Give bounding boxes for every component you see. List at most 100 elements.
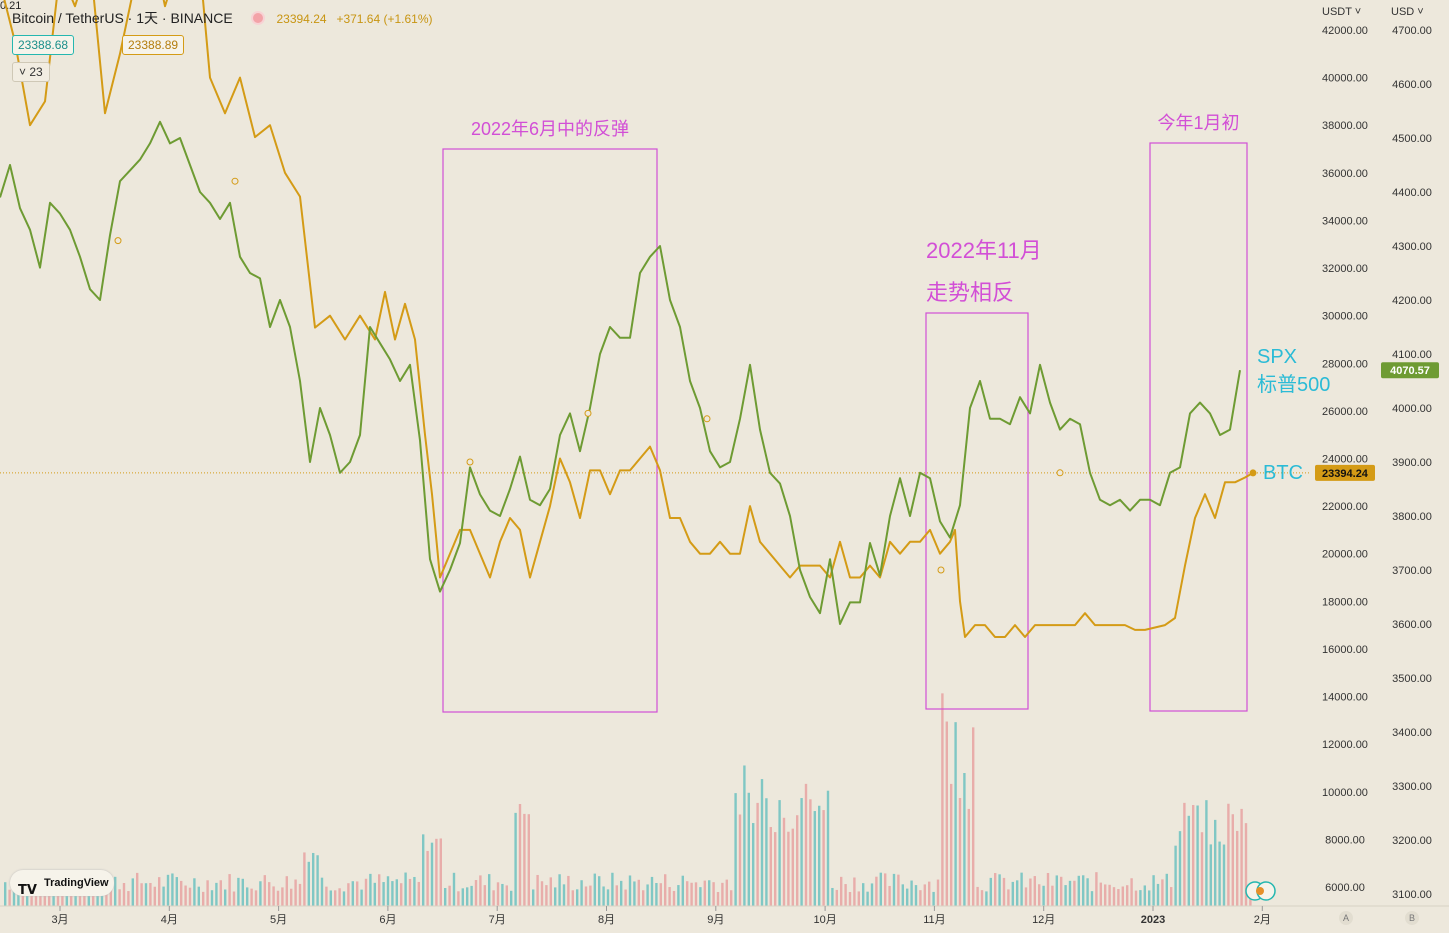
month-tick-label: 10月 [813, 914, 836, 926]
usdt-tick-label: 36000.00 [1322, 168, 1368, 180]
volume-bar [1156, 883, 1160, 906]
annotation-box[interactable] [1149, 142, 1248, 712]
spx-price-tag [1381, 362, 1439, 379]
indicators-toggle[interactable]: ˅ 23 [12, 62, 50, 82]
volume-bar [589, 885, 592, 906]
usd-tick-label: 3300.00 [1392, 781, 1432, 793]
symbol-header[interactable]: Bitcoin / TetherUS · 1天 · BINANCE 23394.… [12, 8, 433, 28]
volume-bar [1073, 880, 1076, 906]
spx-label: SPX [1257, 346, 1297, 368]
volume-bar [320, 877, 324, 906]
volume-bar [910, 880, 913, 906]
second-scale-button[interactable]: B [1405, 911, 1419, 925]
spx-label-cn: 标普500 [1257, 373, 1330, 396]
volume-bar [294, 879, 297, 906]
volume-bar [360, 889, 363, 906]
volume-bar [1033, 876, 1036, 906]
volume-bar [325, 886, 328, 906]
volume-bar [637, 879, 640, 906]
volume-bar [677, 885, 680, 906]
volume-bar [708, 880, 711, 906]
event-marker [114, 237, 122, 245]
volume-bar [994, 873, 997, 906]
volume-bar [197, 886, 200, 906]
volume-bar [1231, 814, 1234, 906]
left-currency-select[interactable]: USDT ˅ [1322, 6, 1362, 18]
annotation-box[interactable] [925, 312, 1029, 710]
bid-price-box[interactable]: 23388.68 [12, 35, 75, 55]
annotation-label: 2022年11月 [926, 238, 1042, 263]
volume-bar [650, 876, 654, 906]
annotation-label-2: 走势相反 [926, 280, 1014, 305]
usd-tick-label: 4000.00 [1392, 403, 1432, 415]
volume-bar [444, 887, 447, 906]
volume-bar [879, 872, 882, 906]
volume-bar [422, 834, 425, 906]
usdt-tick-label: 24000.00 [1322, 454, 1368, 466]
volume-bar [1055, 875, 1058, 906]
volume-bar [202, 891, 205, 906]
volume-bar [316, 855, 319, 906]
volume-bar [791, 828, 794, 906]
volume-bar [1086, 878, 1089, 906]
volume-bar [166, 874, 170, 906]
volume-bar [562, 884, 566, 906]
volume-bar [1134, 890, 1138, 906]
tradingview-logo-icon: 𝗧𝗩 [18, 882, 37, 897]
ask-price-box[interactable]: 23388.89 [122, 35, 185, 55]
volume-bar [232, 891, 236, 906]
volume-bar [738, 814, 742, 906]
volume-bar [800, 798, 803, 906]
volume-bar [1077, 875, 1080, 906]
volume-bar [26, 886, 29, 906]
volume-bar [268, 882, 271, 906]
volume-bar [127, 891, 130, 906]
volume-bar [826, 790, 830, 906]
volume-bar [756, 802, 759, 906]
tradingview-logo[interactable]: 𝗧𝗩 TradingView [10, 870, 114, 897]
volume-bar [532, 889, 535, 906]
volume-bar [496, 882, 500, 906]
volume-bar [1130, 878, 1133, 906]
usdt-tick-label: 6000.00 [1325, 882, 1365, 894]
volume-bar [928, 881, 931, 906]
volume-bar [536, 874, 539, 906]
annotation-box[interactable] [442, 148, 658, 713]
auto-scale-button[interactable]: A [1339, 911, 1353, 925]
month-tick-label: 7月 [489, 914, 506, 926]
volume-bar [593, 873, 596, 906]
volume-bar [1183, 802, 1186, 906]
volume-bar [136, 872, 139, 906]
volume-bar [567, 875, 570, 906]
realtime-dot-icon [1256, 887, 1264, 895]
right-currency-select[interactable]: USD ˅ [1391, 6, 1424, 18]
volume-bar [1161, 879, 1164, 906]
volume-bar [892, 873, 896, 906]
volume-bar [866, 891, 869, 906]
volume-bar [1029, 878, 1032, 906]
usdt-tick-label: 8000.00 [1325, 834, 1365, 846]
volume-bar [334, 890, 337, 906]
volume-bar [694, 882, 698, 906]
volume-bar [958, 797, 962, 906]
volume-bar [109, 879, 112, 906]
volume-bar [681, 875, 684, 906]
volume-bar [470, 885, 473, 906]
volume-bar [730, 890, 733, 906]
volume-bar [272, 886, 275, 906]
symbol-title[interactable]: Bitcoin / TetherUS · 1天 · BINANCE [12, 10, 233, 26]
volume-bar [96, 890, 99, 906]
volume-bar [413, 876, 416, 906]
volume-bar [1082, 875, 1085, 906]
volume-bar [1152, 875, 1155, 906]
volume-bar [642, 890, 645, 906]
month-tick-label: 5月 [270, 914, 287, 926]
volume-bar [510, 890, 513, 906]
volume-bar [760, 779, 764, 906]
month-tick-label: 2023 [1141, 914, 1165, 926]
volume-bar [474, 880, 478, 906]
